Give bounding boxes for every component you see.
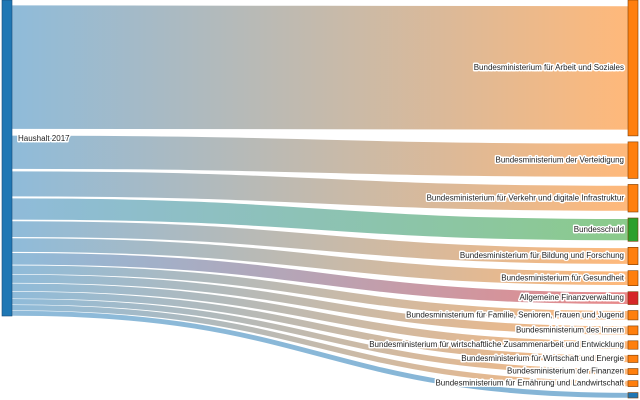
link-bundesministerium-der-finanzen bbox=[11, 298, 629, 375]
link-bundesministerium-fuer-wirtschaft-und-energie bbox=[11, 291, 629, 363]
node-bundesministerium-fuer-arbeit-und-soziales bbox=[627, 0, 639, 137]
link-bundesministerium-fuer-bildung-und-forschung bbox=[11, 221, 629, 264]
node-bundesministerium-der-finanzen bbox=[627, 368, 639, 375]
link-bundesministerium-der-verteidigung bbox=[11, 135, 629, 177]
link-bundesministerium-fuer-familie-senioren-frauen-und-jugend bbox=[11, 265, 629, 320]
node-bundesministerium-fuer-gesundheit bbox=[627, 270, 639, 286]
label-bundesministerium-fuer-bildung-und-forschung: Bundesministerium für Bildung und Forsch… bbox=[460, 251, 624, 260]
label-bundesministerium-der-verteidigung: Bundesministerium der Verteidigung bbox=[495, 155, 624, 164]
label-bundesministerium-der-finanzen: Bundesministerium der Finanzen bbox=[507, 367, 624, 376]
link-bundesministerium-fuer-gesundheit bbox=[11, 238, 629, 286]
label-bundesschuld: Bundesschuld bbox=[574, 225, 624, 234]
node-bundesministerium-fuer-verkehr-und-digitale-infrastruktur bbox=[627, 184, 639, 213]
node-bundesschuld bbox=[627, 217, 639, 242]
label-haushalt-2017: Haushalt 2017 bbox=[18, 134, 70, 143]
link-bundesministerium-fuer-wirtschaftliche-zusammenarbeit-und-entwicklung bbox=[11, 283, 629, 349]
label-bundesministerium-fuer-ernaehrung-und-landwirtschaft: Bundesministerium für Ernährung und Land… bbox=[435, 379, 624, 388]
label-bundesministerium-fuer-familie-senioren-frauen-und-jugend: Bundesministerium für Familie, Senioren,… bbox=[406, 310, 624, 319]
label-bundesministerium-des-innern: Bundesministerium des Innern bbox=[516, 325, 624, 334]
link-bundesministerium-fuer-verkehr-und-digitale-infrastruktur bbox=[11, 171, 629, 211]
label-bundesministerium-fuer-wirtschaftliche-zusammenarbeit-und-entwicklung: Bundesministerium für wirtschaftliche Zu… bbox=[369, 340, 624, 349]
link-allgemeine-finanzverwaltung bbox=[11, 253, 629, 304]
label-bundesministerium-fuer-verkehr-und-digitale-infrastruktur: Bundesministerium für Verkehr und digita… bbox=[427, 193, 625, 202]
node-bundesministerium-des-innern bbox=[627, 325, 639, 336]
label-bundesministerium-fuer-gesundheit: Bundesministerium für Gesundheit bbox=[501, 273, 625, 282]
link-bundesministerium-fuer-arbeit-und-soziales bbox=[11, 5, 629, 130]
label-allgemeine-finanzverwaltung: Allgemeine Finanzverwaltung bbox=[520, 293, 625, 302]
sankey-labels: Bundesministerium für Arbeit und Soziale… bbox=[17, 62, 627, 390]
node-allgemeine-finanzverwaltung bbox=[627, 291, 639, 305]
node-haushalt-2017 bbox=[1, 0, 13, 317]
node-item-13 bbox=[627, 392, 639, 399]
node-bundesministerium-fuer-bildung-und-forschung bbox=[627, 247, 639, 265]
node-bundesministerium-fuer-wirtschaft-und-energie bbox=[627, 354, 639, 363]
node-bundesministerium-fuer-wirtschaftliche-zusammenarbeit-und-entwicklung bbox=[627, 340, 639, 350]
link-bundesschuld bbox=[11, 198, 629, 241]
node-bundesministerium-fuer-ernaehrung-und-landwirtschaft bbox=[627, 380, 639, 387]
link-bundesministerium-fuer-ernaehrung-und-landwirtschaft bbox=[11, 305, 629, 387]
link-item-13 bbox=[11, 310, 629, 398]
label-bundesministerium-fuer-wirtschaft-und-energie: Bundesministerium für Wirtschaft und Ene… bbox=[461, 354, 624, 363]
node-bundesministerium-der-verteidigung bbox=[627, 141, 639, 179]
node-bundesministerium-fuer-familie-senioren-frauen-und-jugend bbox=[627, 310, 639, 321]
link-bundesministerium-des-innern bbox=[11, 274, 629, 335]
label-bundesministerium-fuer-arbeit-und-soziales: Bundesministerium für Arbeit und Soziale… bbox=[474, 63, 624, 72]
sankey-links bbox=[11, 5, 629, 398]
